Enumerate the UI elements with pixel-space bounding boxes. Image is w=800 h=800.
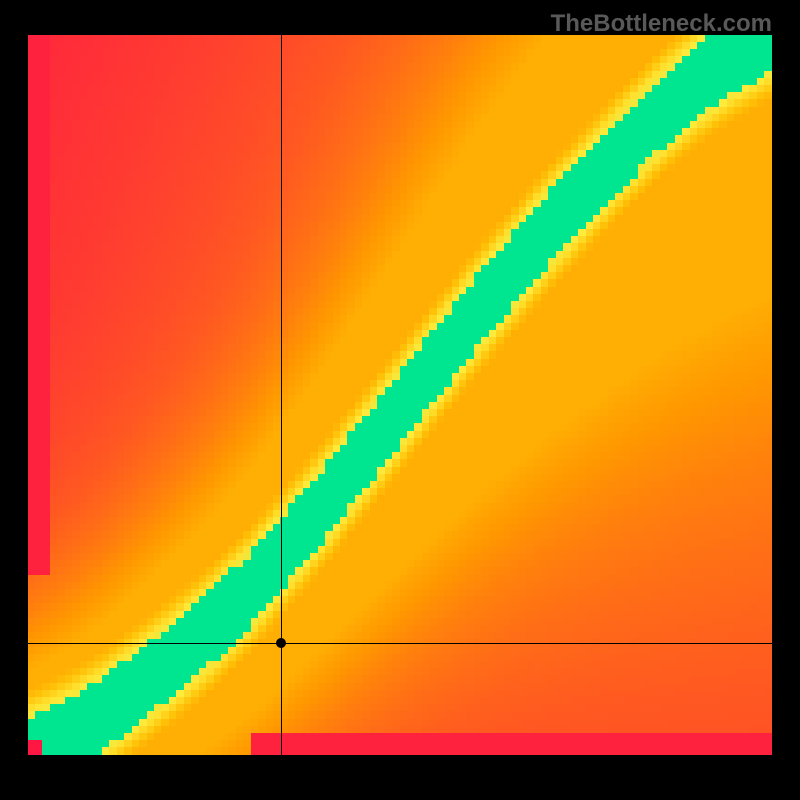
figure-container: TheBottleneck.com xyxy=(0,0,800,800)
crosshair-horizontal xyxy=(28,643,772,644)
heatmap-canvas xyxy=(28,35,772,755)
watermark-text: TheBottleneck.com xyxy=(551,10,772,38)
marker-dot xyxy=(276,638,286,648)
plot-area xyxy=(28,35,772,755)
